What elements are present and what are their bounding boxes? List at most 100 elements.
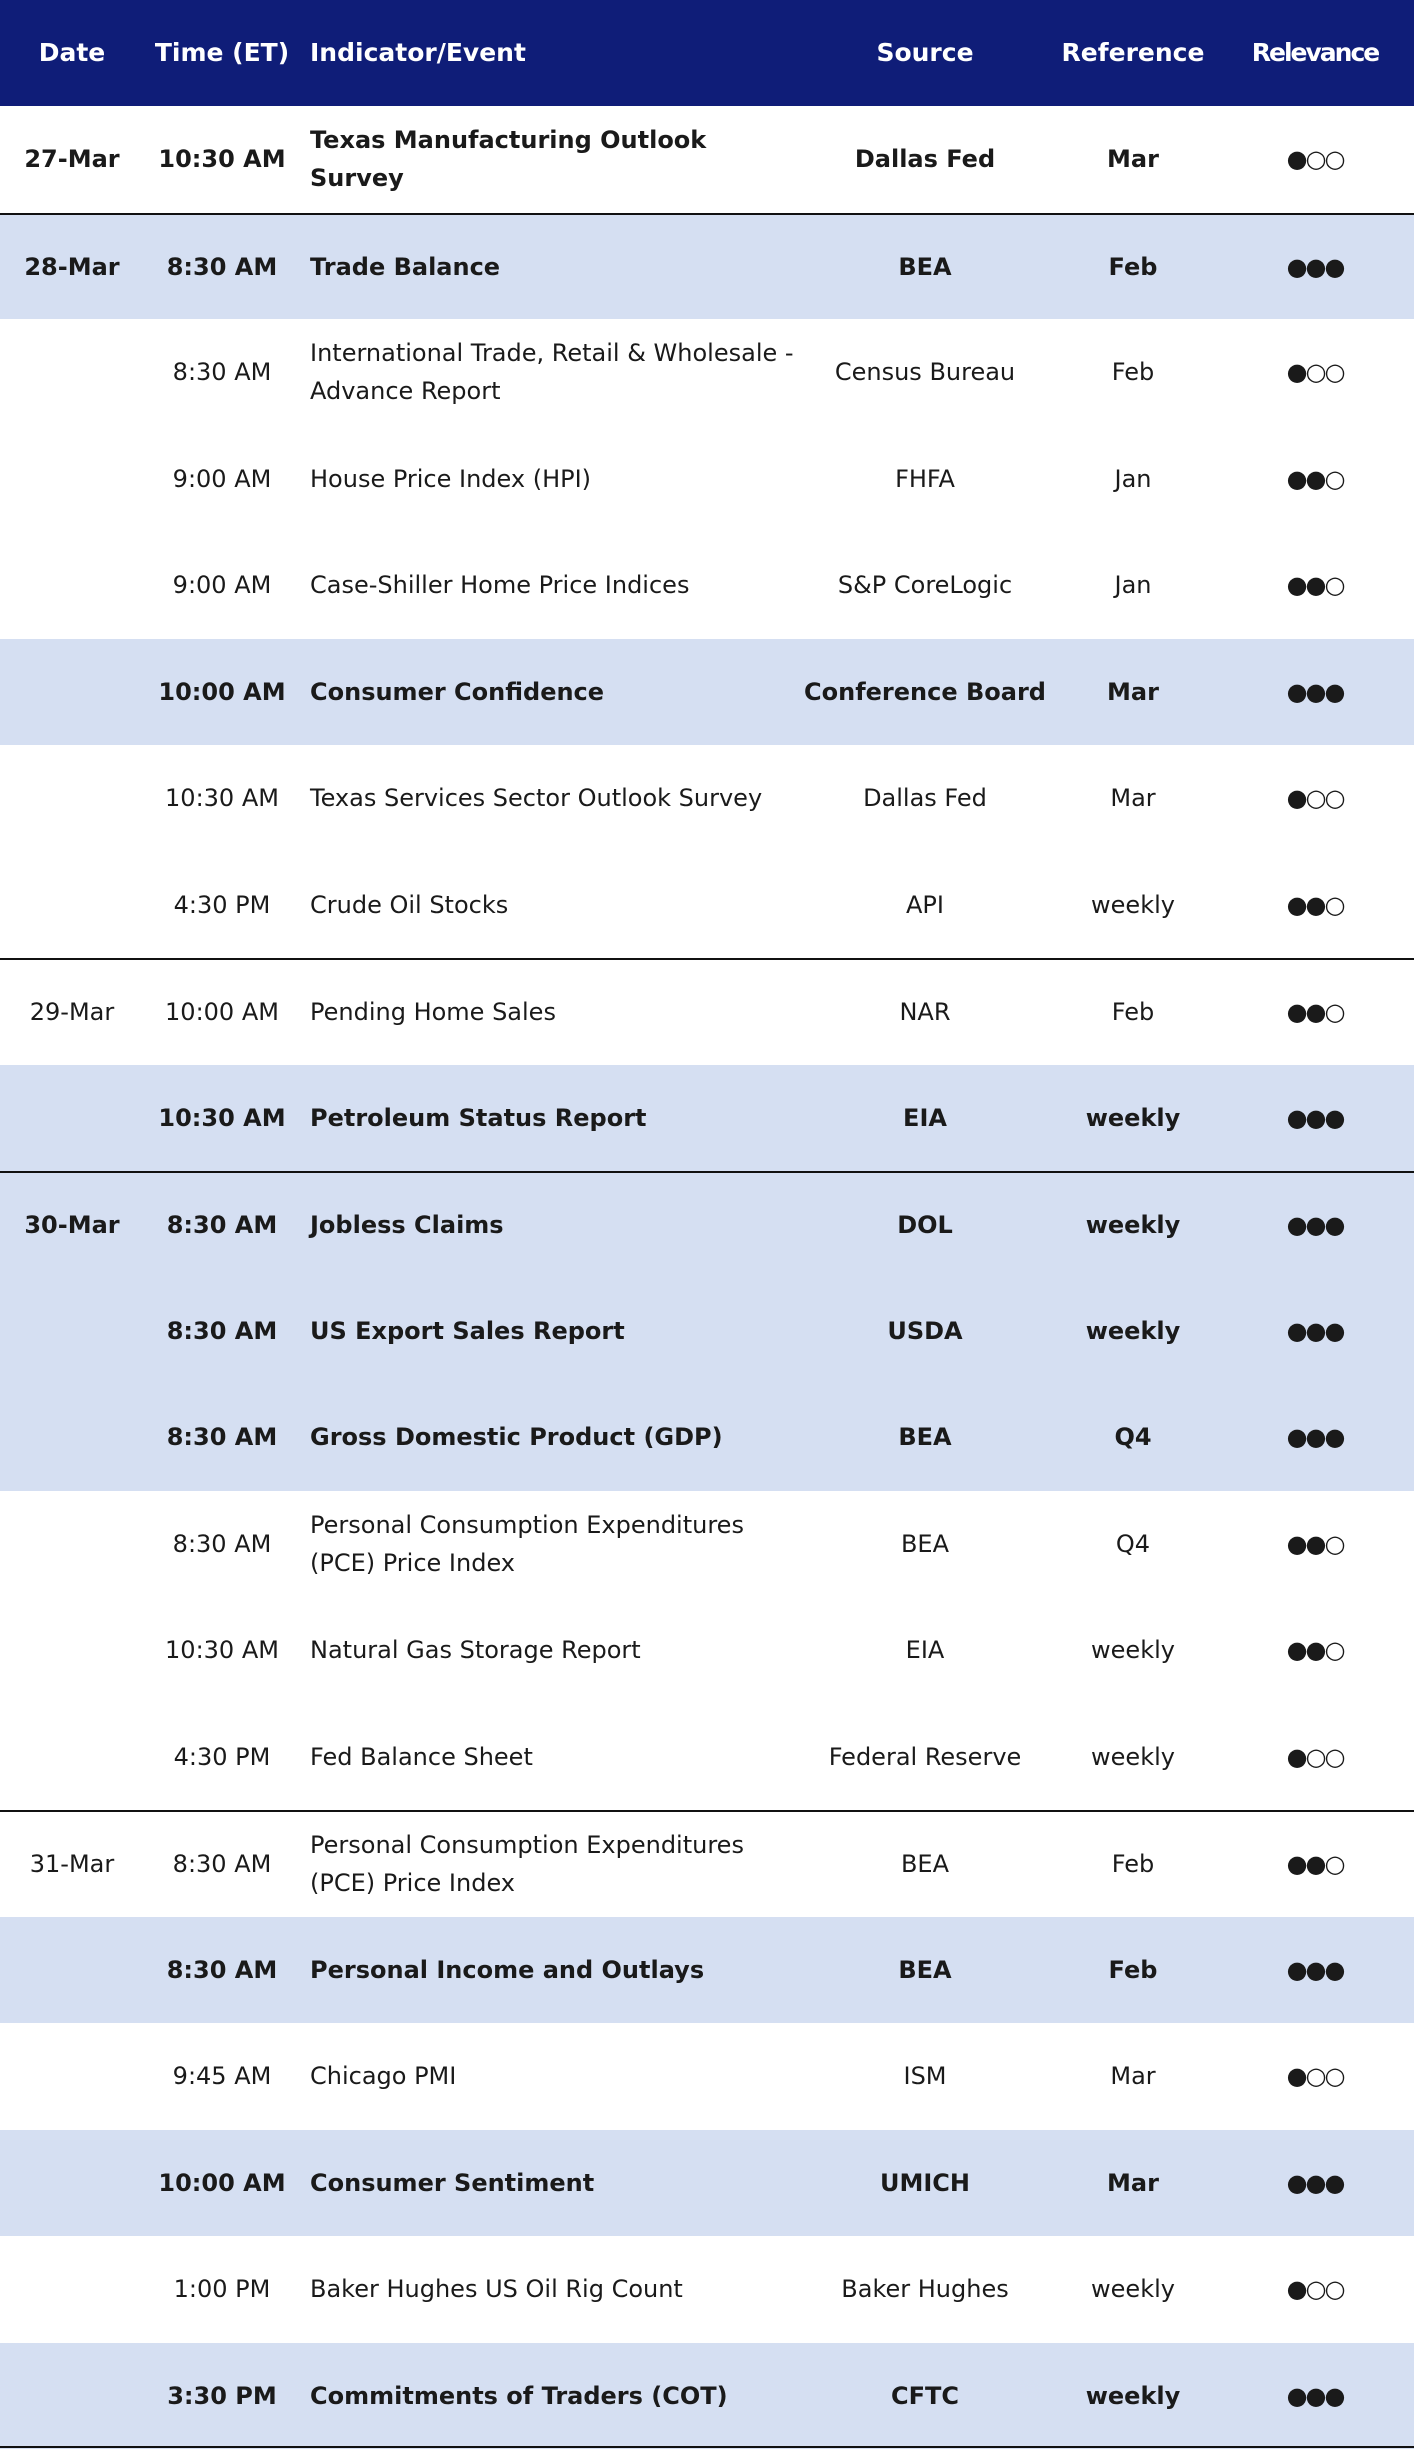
source-cell: Baker Hughes (841, 2275, 1009, 2304)
reference-cell: Mar (1110, 784, 1156, 813)
date-cell: 27-Mar (24, 145, 120, 174)
time-cell: 10:00 AM (165, 998, 279, 1027)
header-cell: Time (ET) (154, 38, 290, 67)
source-cell: DOL (897, 1211, 953, 1240)
event-row: 31-Mar 8:30 AM Personal Consumption Expend… (0, 1810, 1414, 1917)
event-row: 10:00 AM Consumer Confidence Conference Bo… (0, 638, 1414, 745)
source-cell: CFTC (891, 2381, 959, 2410)
source-cell: EIA (905, 1636, 945, 1665)
event-cell: Trade Balance (310, 252, 501, 281)
header-cell: Date (38, 38, 106, 67)
reference-cell: weekly (1091, 1636, 1175, 1665)
relevance-cell: ●●● (1286, 2381, 1346, 2410)
event-row: 8:30 AM US Export Sales Report USDA weekly ●… (0, 1277, 1414, 1384)
reference-cell: weekly (1085, 1103, 1181, 1132)
reference-cell: Q4 (1115, 1529, 1151, 1558)
relevance-cell: ●○○ (1286, 784, 1346, 813)
event-row: 8:30 AM Personal Consumption Expenditures… (0, 1491, 1414, 1598)
event-cell: Case-Shiller Home Price Indices (310, 571, 690, 600)
relevance-cell: ●●○ (1286, 464, 1346, 493)
reference-cell: weekly (1091, 2275, 1175, 2304)
relevance-cell: ●○○ (1286, 145, 1346, 174)
source-cell: S&P CoreLogic (837, 571, 1013, 600)
event-row: 4:30 PM Crude Oil Stocks API weekly ●●○ (0, 852, 1414, 959)
event-cell: Chicago PMI (310, 2062, 457, 2091)
reference-cell: weekly (1085, 1316, 1181, 1345)
relevance-cell: ●○○ (1286, 2275, 1346, 2304)
time-cell: 8:30 AM (172, 1850, 272, 1879)
reference-cell: weekly (1085, 2381, 1181, 2410)
source-cell: BEA (898, 252, 952, 281)
reference-cell: Q4 (1114, 1423, 1152, 1452)
time-cell: 9:00 AM (172, 464, 272, 493)
time-cell: 1:00 PM (173, 2275, 271, 2304)
reference-cell: weekly (1085, 1211, 1181, 1240)
relevance-cell: ●○○ (1286, 1742, 1346, 1771)
relevance-cell: ●●○ (1286, 1636, 1346, 1665)
reference-cell: Feb (1108, 1955, 1158, 1984)
time-cell: 4:30 PM (173, 890, 271, 919)
reference-cell: Mar (1110, 2062, 1156, 2091)
source-cell: BEA (900, 1529, 950, 1558)
event-cell: Gross Domestic Product (GDP) (310, 1423, 723, 1452)
event-row: 10:00 AM Consumer Sentiment UMICH Mar ●●● (0, 2129, 1414, 2236)
source-cell: Dallas Fed (863, 784, 987, 813)
source-cell: EIA (903, 1103, 947, 1132)
relevance-cell: ●●○ (1286, 571, 1346, 600)
source-cell: FHFA (895, 464, 955, 493)
reference-cell: Feb (1111, 998, 1155, 1027)
time-cell: 8:30 AM (166, 252, 278, 281)
source-cell: Dallas Fed (854, 145, 996, 174)
date-cell: 30-Mar (24, 1211, 120, 1240)
header-cell: Indicator/Event (310, 38, 526, 67)
time-cell: 10:30 AM (158, 145, 286, 174)
event-cell: Pending Home Sales (310, 998, 556, 1027)
event-cell: Texas Manufacturing Outlook Survey (310, 126, 707, 193)
event-row: 8:30 AM Gross Domestic Product (GDP) BEA Q4… (0, 1384, 1414, 1491)
source-cell: Federal Reserve (828, 1742, 1022, 1771)
event-row: 10:30 AM Texas Services Sector Outlook Su… (0, 745, 1414, 852)
event-cell: US Export Sales Report (310, 1316, 625, 1345)
reference-cell: Feb (1111, 1850, 1155, 1879)
relevance-cell: ●●○ (1286, 1850, 1346, 1879)
header-cell: Relevance (1251, 38, 1380, 67)
source-cell: ISM (903, 2062, 947, 2091)
event-cell: Personal Income and Outlays (310, 1955, 705, 1984)
source-cell: NAR (899, 998, 951, 1027)
time-cell: 10:00 AM (158, 677, 286, 706)
date-cell: 29-Mar (29, 998, 115, 1027)
relevance-cell: ●○○ (1286, 358, 1346, 387)
reference-cell: weekly (1091, 1742, 1175, 1771)
time-cell: 8:30 AM (172, 358, 272, 387)
event-cell: House Price Index (HPI) (310, 464, 592, 493)
relevance-cell: ●●○ (1286, 998, 1346, 1027)
time-cell: 8:30 AM (166, 1955, 278, 1984)
event-row: 9:00 AM Case-Shiller Home Price Indices S&… (0, 532, 1414, 639)
event-cell: Crude Oil Stocks (310, 890, 509, 919)
reference-cell: weekly (1091, 890, 1175, 919)
reference-cell: Feb (1108, 252, 1158, 281)
source-cell: UMICH (880, 2168, 970, 2197)
time-cell: 8:30 AM (166, 1316, 278, 1345)
event-cell: Personal Consumption Expenditures (PCE) … (310, 1510, 744, 1577)
reference-cell: Mar (1107, 145, 1159, 174)
time-cell: 9:00 AM (172, 571, 272, 600)
relevance-cell: ●○○ (1286, 2062, 1346, 2091)
reference-cell: Feb (1111, 358, 1155, 387)
event-cell: Commitments of Traders (COT) (310, 2381, 728, 2410)
event-cell: Petroleum Status Report (310, 1103, 647, 1132)
event-row: 29-Mar 10:00 AM Pending Home Sales NAR Feb ●●… (0, 958, 1414, 1065)
time-cell: 8:30 AM (166, 1423, 278, 1452)
event-row: 4:30 PM Fed Balance Sheet Federal Reserve w… (0, 1704, 1414, 1811)
relevance-cell: ●●○ (1286, 890, 1346, 919)
event-row: 3:30 PM Commitments of Traders (COT) CFTC w… (0, 2342, 1414, 2449)
relevance-cell: ●●● (1286, 1316, 1346, 1345)
event-cell: Baker Hughes US Oil Rig Count (310, 2275, 683, 2304)
source-cell: BEA (900, 1850, 950, 1879)
event-row: 8:30 AM International Trade, Retail & Who… (0, 319, 1414, 426)
time-cell: 8:30 AM (172, 1529, 272, 1558)
header-row: Date Time (ET) Indicator/Event Source Refere… (0, 0, 1414, 106)
reference-cell: Jan (1114, 464, 1152, 493)
event-row: 8:30 AM Personal Income and Outlays BEA Feb… (0, 1916, 1414, 2023)
